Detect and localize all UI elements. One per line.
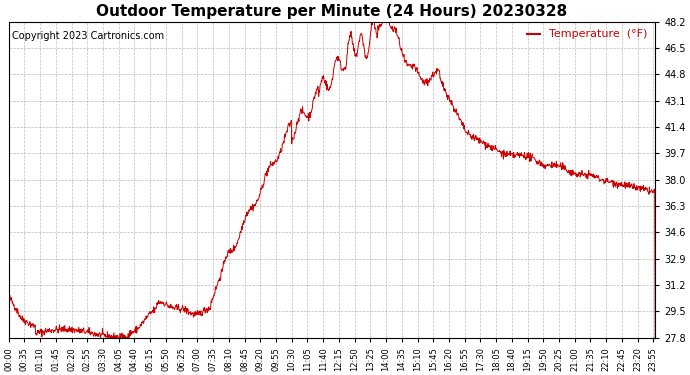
Title: Outdoor Temperature per Minute (24 Hours) 20230328: Outdoor Temperature per Minute (24 Hours…	[97, 4, 568, 19]
Legend: Temperature  (°F): Temperature (°F)	[524, 27, 649, 42]
Text: Copyright 2023 Cartronics.com: Copyright 2023 Cartronics.com	[12, 31, 164, 41]
